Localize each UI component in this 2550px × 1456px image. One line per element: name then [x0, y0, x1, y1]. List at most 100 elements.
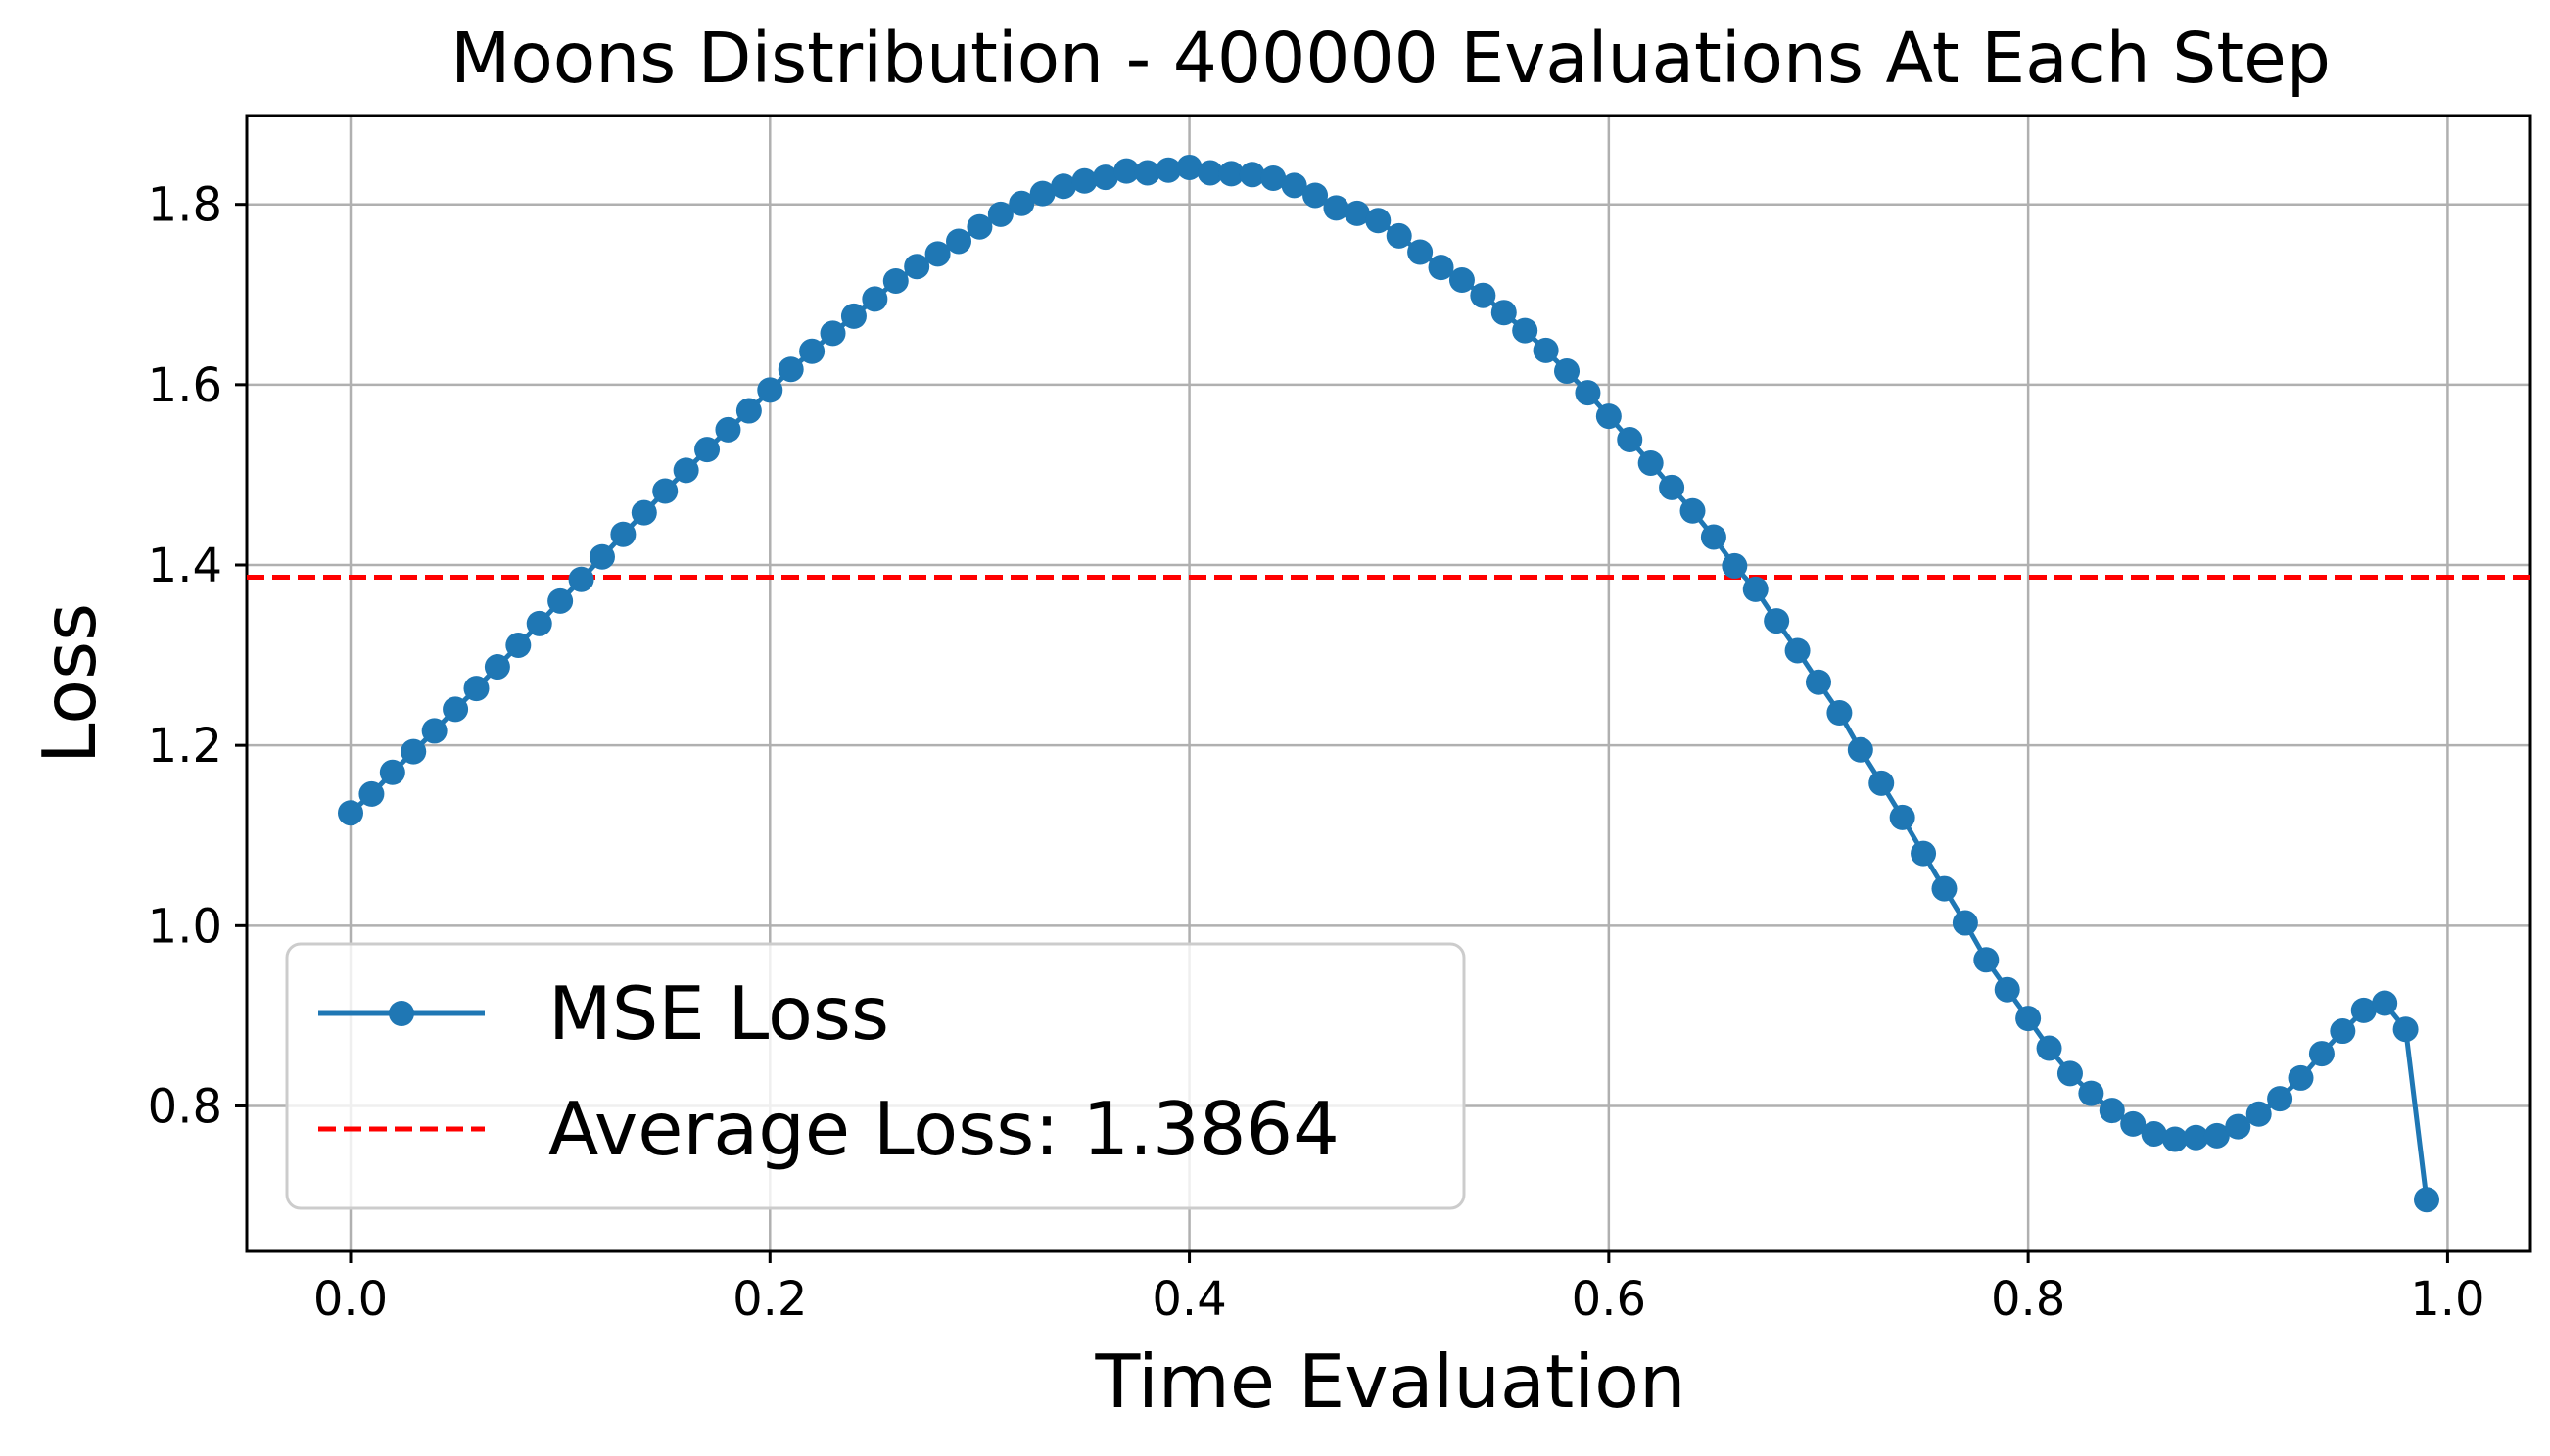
- mse-loss-point: [2350, 997, 2377, 1023]
- mse-loss-point: [1868, 770, 1895, 796]
- mse-loss-point: [820, 320, 846, 347]
- mse-loss-point: [1156, 157, 1182, 183]
- legend-entry-average-loss: Average Loss: 1.3864: [318, 1086, 1340, 1172]
- mse-loss-point: [1512, 317, 1538, 344]
- axis-ticks: 0.0 0.2 0.4 0.6 0.8 1.0 0.8 1.0 1.2 1.4 1.6 1.8: [148, 178, 2485, 1327]
- mse-loss-point: [1344, 200, 1370, 226]
- x-axis-label: Time Evaluation: [1094, 1339, 1685, 1425]
- mse-loss-point: [1029, 180, 1056, 207]
- mse-loss-series-group: [338, 154, 2439, 1213]
- mse-loss-point: [1470, 282, 1496, 308]
- y-tick-label: 0.8: [148, 1079, 222, 1134]
- mse-loss-point: [1617, 427, 1643, 453]
- mse-loss-point: [1700, 524, 1726, 550]
- mse-loss-point: [1679, 497, 1706, 524]
- mse-loss-point: [1323, 195, 1349, 221]
- mse-loss-point: [589, 543, 615, 570]
- mse-loss-point: [1595, 403, 1622, 430]
- mse-loss-point: [757, 377, 783, 403]
- mse-loss-point: [1554, 358, 1581, 385]
- x-tick-label: 0.4: [1152, 1272, 1226, 1327]
- mse-loss-point: [673, 457, 699, 484]
- legend: MSE Loss Average Loss: 1.3864: [285, 942, 1466, 1210]
- mse-loss-point: [1176, 154, 1203, 180]
- y-tick-label: 1.0: [148, 899, 222, 954]
- mse-loss-point: [735, 398, 762, 424]
- mse-loss-point: [715, 416, 741, 443]
- mse-loss-point: [1911, 840, 1937, 867]
- mse-loss-point: [1575, 380, 1601, 406]
- mse-loss-point: [1931, 875, 1958, 902]
- mse-loss-point: [1722, 552, 1748, 579]
- mse-loss-point: [1051, 173, 1077, 200]
- legend-box: [285, 942, 1466, 1210]
- mse-loss-point: [652, 478, 679, 504]
- x-tick-label: 0.0: [313, 1272, 388, 1327]
- mse-loss-point: [1197, 160, 1223, 186]
- mse-loss-point: [2078, 1080, 2104, 1106]
- mse-loss-point: [1428, 255, 1454, 281]
- mse-loss-point: [987, 201, 1014, 227]
- mse-loss-point: [1386, 222, 1412, 249]
- mse-loss-point: [443, 696, 469, 723]
- mse-loss-point: [2015, 1006, 2042, 1032]
- mse-loss-point: [904, 254, 930, 280]
- mse-loss-point: [2162, 1126, 2189, 1152]
- mse-loss-point: [946, 228, 972, 255]
- y-axis-label: Loss: [26, 603, 113, 765]
- mse-loss-point: [1659, 474, 1685, 500]
- mse-loss-point: [2225, 1113, 2251, 1140]
- mse-loss-point: [421, 718, 448, 744]
- mse-loss-point: [484, 654, 510, 681]
- mse-loss-point: [1092, 164, 1118, 191]
- mse-loss-point: [1994, 976, 2020, 1003]
- mse-loss-point: [2392, 1016, 2419, 1043]
- mse-loss-point: [2056, 1060, 2083, 1087]
- mse-loss-point: [1826, 700, 1853, 727]
- mse-loss-point: [505, 632, 532, 658]
- mse-loss-point: [840, 303, 867, 329]
- mse-loss-point: [694, 437, 721, 463]
- y-tick-label: 1.2: [148, 719, 222, 774]
- mse-loss-point: [547, 587, 574, 614]
- mse-loss-point: [1071, 167, 1098, 194]
- mse-loss-point: [1113, 158, 1140, 184]
- mse-loss-point: [924, 241, 951, 267]
- mse-loss-point: [1365, 208, 1392, 234]
- mse-loss-point: [2288, 1064, 2314, 1091]
- mse-loss-point: [1742, 576, 1769, 602]
- mse-loss-point: [610, 521, 637, 547]
- x-tick-label: 0.6: [1572, 1272, 1646, 1327]
- mse-loss-point: [526, 610, 552, 636]
- legend-label-mse-loss: MSE Loss: [548, 970, 889, 1057]
- mse-loss-point: [2120, 1110, 2147, 1137]
- legend-label-average-loss: Average Loss: 1.3864: [548, 1086, 1340, 1172]
- plot-area-frame: [245, 114, 2532, 1253]
- mse-loss-point: [1847, 736, 1873, 763]
- mse-loss-point: [1302, 182, 1329, 209]
- mse-loss-point: [1490, 300, 1517, 326]
- x-tick-label: 0.2: [732, 1272, 807, 1327]
- mse-loss-point: [2099, 1098, 2125, 1124]
- mse-loss-point: [401, 738, 427, 765]
- mse-loss-point: [2330, 1018, 2356, 1045]
- mse-loss-point: [778, 356, 804, 383]
- mse-loss-point: [1533, 337, 1559, 363]
- mse-loss-point: [1448, 267, 1475, 294]
- mse-loss-point: [1281, 172, 1307, 199]
- mse-loss-point: [2036, 1035, 2062, 1061]
- y-tick-label: 1.6: [148, 358, 222, 413]
- mse-loss-line: [348, 164, 2430, 1202]
- mse-loss-point: [2372, 990, 2398, 1016]
- mse-loss-point: [1952, 910, 1978, 936]
- mse-loss-point: [2308, 1041, 2335, 1067]
- x-tick-label: 0.8: [1991, 1272, 2065, 1327]
- mse-loss-point: [799, 338, 826, 364]
- mse-loss-point: [568, 566, 594, 592]
- mse-loss-point: [1784, 637, 1811, 664]
- mse-loss-point: [338, 800, 363, 826]
- mse-loss-point: [1764, 608, 1790, 634]
- mse-loss-point: [1134, 160, 1160, 186]
- mse-loss-point: [882, 267, 909, 294]
